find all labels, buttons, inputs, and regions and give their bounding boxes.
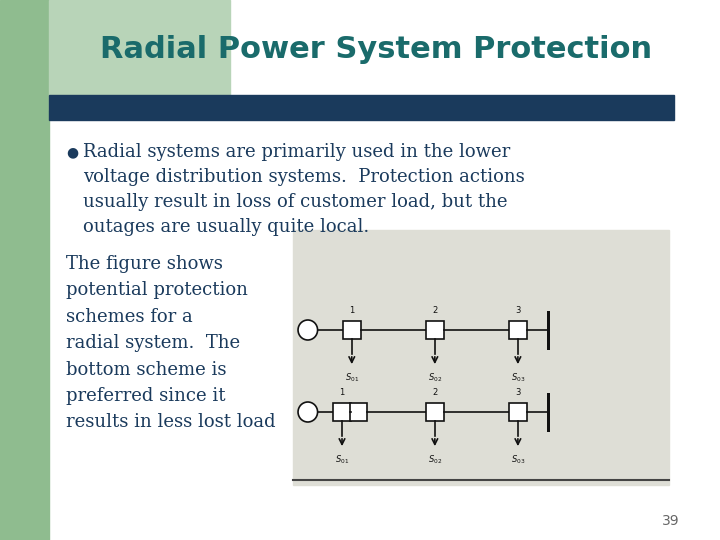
Text: $S_{03}$: $S_{03}$	[510, 371, 525, 383]
Bar	[509, 403, 527, 421]
Circle shape	[298, 402, 318, 422]
Text: The figure shows
potential protection
schemes for a
radial system.  The
bottom s: The figure shows potential protection sc…	[66, 255, 276, 431]
Text: 39: 39	[662, 514, 679, 528]
Bar	[350, 403, 367, 421]
Bar	[509, 321, 527, 339]
Text: $S_{03}$: $S_{03}$	[510, 453, 525, 465]
Text: 1: 1	[349, 306, 354, 315]
Bar	[49, 0, 230, 110]
Text: 3: 3	[516, 306, 521, 315]
Text: ●: ●	[66, 145, 78, 159]
Bar	[0, 0, 49, 540]
Bar	[293, 230, 670, 485]
Bar	[426, 321, 444, 339]
Bar	[343, 321, 361, 339]
Text: Radial Power System Protection: Radial Power System Protection	[100, 36, 652, 64]
Text: Radial systems are primarily used in the lower
voltage distribution systems.  Pr: Radial systems are primarily used in the…	[83, 143, 525, 236]
Text: 2: 2	[432, 306, 438, 315]
Bar	[49, 95, 674, 120]
Text: $S_{01}$: $S_{01}$	[335, 453, 349, 465]
Text: 1: 1	[339, 388, 345, 397]
Text: $S_{02}$: $S_{02}$	[428, 453, 442, 465]
Text: $S_{01}$: $S_{01}$	[345, 371, 359, 383]
Circle shape	[298, 320, 318, 340]
Bar	[333, 403, 351, 421]
Bar	[426, 403, 444, 421]
Text: 2: 2	[432, 388, 438, 397]
Text: 3: 3	[516, 388, 521, 397]
Text: $S_{02}$: $S_{02}$	[428, 371, 442, 383]
